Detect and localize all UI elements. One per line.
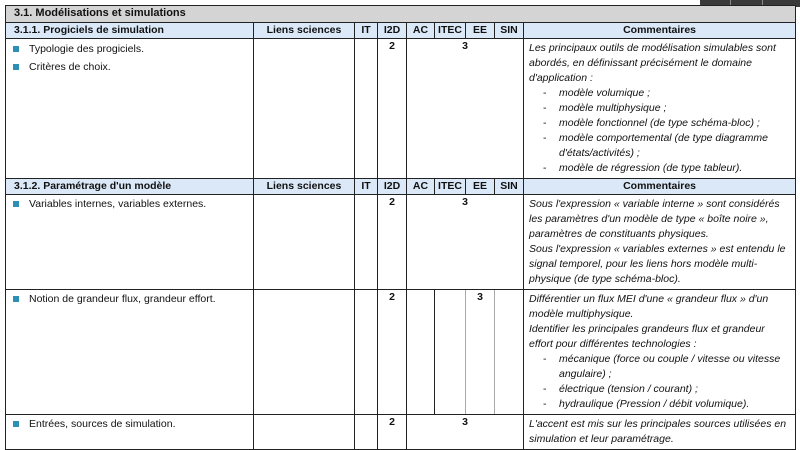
list-item: Notion de grandeur flux, grandeur effort… [9,291,250,309]
square-bullet-icon [13,64,19,70]
square-bullet-icon [13,296,19,302]
list-item: Entrées, sources de simulation. [9,416,250,434]
col-ee: EE [465,22,495,39]
col-itec: ITEC [434,22,466,39]
col-i2d: I2D [377,22,407,39]
section-title: 3.1. Modélisations et simulations [4,5,797,23]
window-toolbar [700,0,800,7]
table-row: Entrées, sources de simulation. 2 3 L'ac… [5,414,797,450]
col-ac: AC [406,22,435,39]
comment: Différentier un flux MEI d'une « grandeu… [522,289,797,415]
header-row: 3.1.1. Progiciels de simulation Liens sc… [5,22,797,39]
col-sin: SIN [494,22,524,39]
col-it: IT [354,22,378,39]
square-bullet-icon [13,421,19,427]
list-item: Variables internes, variables externes. [9,196,250,214]
square-bullet-icon [13,201,19,207]
comment: Les principaux outils de modélisation si… [522,38,797,179]
list-item: Typologie des progiciels. [9,41,250,59]
col-commentaires: Commentaires [522,22,797,39]
comment: L'accent est mis sur les principales sou… [522,414,797,450]
table-row: Variables internes, variables externes. … [5,194,797,290]
list-item: Critères de choix. [9,59,250,77]
table-row: Typologie des progiciels. Critères de ch… [5,38,797,179]
square-bullet-icon [13,46,19,52]
col-liens: Liens sciences [253,22,355,39]
header-row: 3.1.2. Paramétrage d'un modèle Liens sci… [5,178,797,195]
table-row: Notion de grandeur flux, grandeur effort… [5,289,797,415]
subsection-title: 3.1.2. Paramétrage d'un modèle [5,178,254,195]
subsection-title: 3.1.1. Progiciels de simulation [5,22,254,39]
comment: Sous l'expression « variable interne » s… [522,194,797,290]
curriculum-table: 3.1. Modélisations et simulations 3.1.1.… [4,5,797,450]
